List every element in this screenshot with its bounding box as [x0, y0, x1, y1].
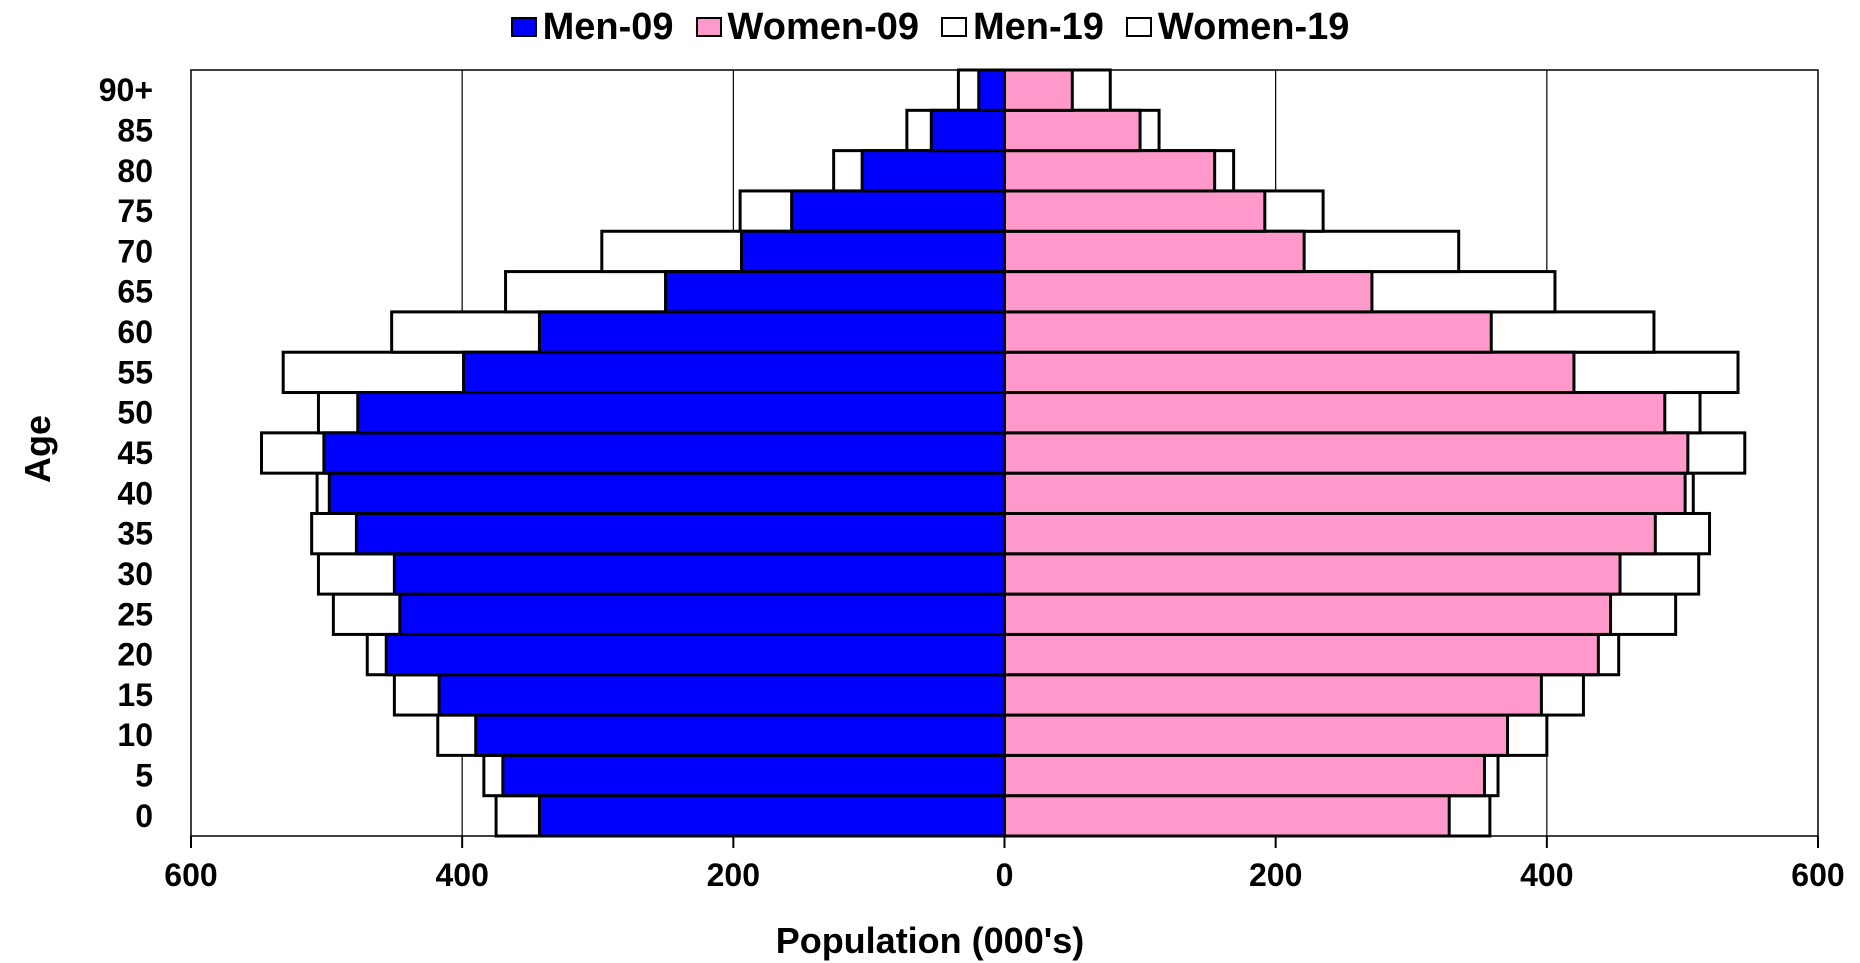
legend-swatch — [510, 17, 537, 37]
legend-label: Men-19 — [973, 5, 1104, 48]
bar-men-09-10 — [474, 713, 1007, 757]
legend-item: Men-09 — [510, 5, 674, 49]
bar-men-09-85 — [929, 108, 1006, 153]
x-tick-label: 400 — [435, 857, 488, 893]
y-tick-label: 70 — [117, 233, 153, 269]
legend-item: Women-09 — [695, 5, 919, 49]
y-tick-label: 50 — [117, 395, 153, 431]
y-tick-label: 80 — [117, 153, 153, 189]
y-tick-label: 15 — [117, 677, 153, 713]
y-tick-label: 25 — [117, 596, 153, 632]
y-tick-label: 90+ — [99, 72, 153, 108]
legend-swatch — [941, 17, 967, 37]
x-tick-label: 200 — [1249, 857, 1302, 893]
bar-men-09-80 — [860, 149, 1007, 193]
legend: Men-09 Women-09 Men-19 Women-19 — [0, 2, 1860, 52]
bar-women-09-70 — [1003, 229, 1306, 274]
y-tick-label: 85 — [117, 112, 153, 148]
bar-women-09-35 — [1003, 511, 1657, 556]
legend-item: Women-19 — [1125, 5, 1350, 49]
bar-women-09-60 — [1003, 310, 1493, 354]
bar-men-09-75 — [790, 189, 1006, 233]
y-tick-labels: 0 5 10 15 20 25 30 35 40 45 50 55 60 65 70 75 80 85 90+ — [99, 72, 153, 834]
y-tick-label: 35 — [117, 516, 153, 552]
bar-men-09-70 — [739, 229, 1006, 274]
x-axis-title: Population (000's) — [775, 920, 1085, 961]
bar-men-09-65 — [664, 270, 1007, 314]
legend-swatch — [695, 17, 722, 37]
bar-women-09-20 — [1003, 632, 1600, 677]
x-tick-label: 0 — [996, 857, 1014, 893]
bar-women-09-5 — [1003, 753, 1486, 798]
legend-label: Women-09 — [727, 5, 919, 48]
legend-label: Women-19 — [1157, 5, 1350, 48]
bar-men-09-25 — [398, 592, 1006, 636]
bar-women-09-65 — [1003, 270, 1374, 314]
bar-men-09-45 — [322, 431, 1007, 475]
y-tick-label: 45 — [117, 435, 153, 471]
x-tick-label: 200 — [707, 857, 760, 893]
y-tick-label: 40 — [117, 475, 153, 511]
y-tick-label: 60 — [117, 314, 153, 350]
legend-label: Men-09 — [542, 5, 674, 48]
bar-men-09-0 — [537, 794, 1006, 838]
bar-men-09-20 — [384, 632, 1006, 677]
plot-area-frame — [190, 69, 1819, 848]
bar-women-09-15 — [1003, 673, 1543, 717]
bar-women-09-75 — [1003, 189, 1267, 233]
y-tick-label: 20 — [117, 637, 153, 673]
bar-men-09-35 — [354, 511, 1006, 556]
bar-men-09-5 — [501, 753, 1006, 798]
bar-women-09-10 — [1003, 713, 1510, 757]
y-tick-label: 5 — [135, 758, 153, 794]
bar-women-09-25 — [1003, 592, 1613, 636]
legend-swatch — [1125, 17, 1152, 37]
bar-men-09-30 — [392, 552, 1006, 596]
bar-women-09-80 — [1003, 149, 1217, 193]
y-tick-label: 75 — [117, 193, 153, 229]
bar-men-09-90plus — [977, 68, 1007, 112]
bar-men-09-50 — [356, 391, 1006, 435]
bar-women-09-0 — [1003, 794, 1451, 838]
bar-men-09-60 — [537, 310, 1006, 354]
y-tick-label: 30 — [117, 556, 153, 592]
y-tick-label: 65 — [117, 274, 153, 310]
y-tick-label: 10 — [117, 717, 153, 753]
y-tick-label: 55 — [117, 354, 153, 390]
bar-men-09-55 — [462, 350, 1006, 395]
bar-women-09-90plus — [1003, 68, 1074, 112]
bar-women-09-85 — [1003, 108, 1142, 153]
y-axis-title: Age — [17, 414, 58, 484]
x-tick-label: 600 — [1791, 857, 1844, 893]
y-tick-label: 0 — [135, 798, 153, 834]
bar-women-09-55 — [1003, 350, 1576, 395]
bar-men-09-15 — [437, 673, 1006, 717]
bar-women-09-50 — [1003, 391, 1667, 435]
bar-women-09-45 — [1003, 431, 1690, 475]
bar-men-09-40 — [327, 471, 1007, 515]
bar-women-09-40 — [1003, 471, 1687, 515]
legend-item: Men-19 — [941, 6, 1104, 49]
bar-women-09-30 — [1003, 552, 1622, 596]
x-tick-label: 400 — [1520, 857, 1573, 893]
bars — [260, 68, 1747, 838]
x-tick-labels: 600 400 200 0 200 400 600 — [164, 857, 1844, 893]
x-tick-label: 600 — [164, 857, 217, 893]
